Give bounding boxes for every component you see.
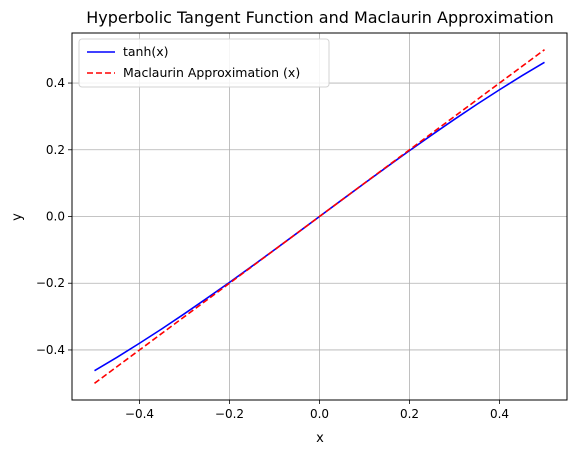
- x-tick-label: 0.4: [490, 407, 509, 421]
- y-tick-label: −0.2: [36, 276, 65, 290]
- y-tick-label: −0.4: [36, 343, 65, 357]
- legend: tanh(x) Maclaurin Approximation (x): [78, 38, 330, 88]
- x-ticks: −0.4 −0.2 0.0 0.2 0.4: [125, 400, 509, 421]
- series-layer: [94, 49, 545, 384]
- y-tick-label: 0.4: [46, 76, 65, 90]
- legend-label: Maclaurin Approximation (x): [123, 65, 300, 80]
- legend-box: [78, 38, 330, 88]
- y-tick-label: 0.2: [46, 143, 65, 157]
- series-line-2: [94, 49, 545, 384]
- x-axis-label: x: [316, 431, 324, 446]
- y-axis-label: y: [10, 213, 25, 221]
- x-tick-label: 0.0: [310, 407, 329, 421]
- x-tick-label: 0.2: [400, 407, 419, 421]
- x-tick-label: −0.2: [215, 407, 244, 421]
- x-tick-label: −0.4: [125, 407, 154, 421]
- chart-title: Hyperbolic Tangent Function and Maclauri…: [86, 8, 553, 27]
- legend-label: tanh(x): [123, 44, 169, 59]
- y-tick-label: 0.0: [46, 210, 65, 224]
- y-ticks: −0.4 −0.2 0.0 0.2 0.4: [36, 76, 72, 357]
